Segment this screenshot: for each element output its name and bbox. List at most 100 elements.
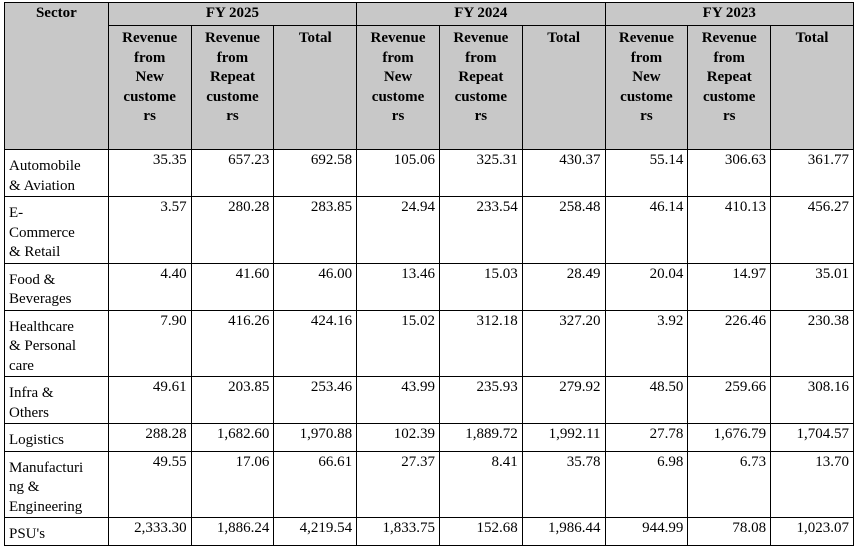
table-row: Healthcare & Personal care 7.90 416.26 424.16… <box>4 309 854 377</box>
total-cell: 430.37 <box>521 149 606 197</box>
text-line: Engineering <box>9 498 83 515</box>
fy-2025-new-customers-header: Revenue from New custome rs <box>107 25 192 150</box>
new-revenue-cell: 20.04 <box>604 262 689 311</box>
new-revenue-cell: 49.61 <box>107 376 192 424</box>
repeat-revenue-cell: 15.03 <box>438 262 523 311</box>
new-revenue-cell: 944.99 <box>604 517 689 546</box>
total-cell: 35.78 <box>521 450 606 518</box>
total-cell: 283.85 <box>273 196 358 264</box>
text-line: custome <box>206 88 259 105</box>
repeat-revenue-cell: 235.93 <box>438 376 523 424</box>
text-line: custome <box>371 88 425 105</box>
new-revenue-cell: 102.39 <box>356 423 440 452</box>
sector-name-cell: Healthcare & Personal care <box>4 309 109 377</box>
repeat-revenue-cell: 1,676.79 <box>687 423 772 452</box>
text-line: Repeat <box>209 69 255 86</box>
new-revenue-cell: 48.50 <box>604 376 689 424</box>
text-line: from <box>382 49 414 66</box>
text-line: Revenue <box>370 30 426 46</box>
new-revenue-cell: 24.94 <box>356 196 440 264</box>
text-line: from <box>133 49 166 66</box>
text-line: from <box>713 49 745 66</box>
repeat-revenue-cell: 306.63 <box>687 149 772 197</box>
repeat-revenue-cell: 259.66 <box>687 376 772 424</box>
total-cell: 46.00 <box>273 262 358 311</box>
new-revenue-cell: 4.40 <box>107 262 192 311</box>
text-line: Healthcare <box>9 318 74 335</box>
text-line: custome <box>123 88 176 105</box>
new-revenue-cell: 55.14 <box>604 149 689 197</box>
repeat-revenue-cell: 152.68 <box>438 517 523 546</box>
text-line: from <box>465 49 497 66</box>
text-line: PSU's <box>9 526 46 542</box>
repeat-revenue-cell: 41.60 <box>190 262 275 311</box>
text-line: custome <box>702 88 756 105</box>
text-line: New <box>632 69 661 86</box>
text-line: Logistics <box>9 432 64 448</box>
table-row: PSU's 2,333.30 1,886.24 4,219.54 1,833.75 152… <box>4 517 854 546</box>
total-cell: 230.38 <box>770 309 854 377</box>
fy-2024-header: FY 2024 <box>356 2 606 26</box>
revenue-table-container: Sector FY 2025 FY 2024 FY 2023 Revenue fr… <box>4 2 854 546</box>
sector-name-cell: PSU's <box>4 517 109 546</box>
table-row: Logistics 288.28 1,682.60 1,970.88 102.39 1,8… <box>4 423 854 452</box>
repeat-revenue-cell: 416.26 <box>190 309 275 377</box>
sector-name-cell: Infra & Others <box>4 376 109 424</box>
repeat-revenue-cell: 325.31 <box>438 149 523 197</box>
repeat-revenue-cell: 78.08 <box>687 517 772 546</box>
sector-name-cell: Food & Beverages <box>4 262 109 311</box>
new-revenue-cell: 13.46 <box>356 262 440 311</box>
total-cell: 1,970.88 <box>273 423 358 452</box>
sector-name-cell: Automobile & Aviation <box>4 149 109 197</box>
new-revenue-cell: 1,833.75 <box>356 517 440 546</box>
total-cell: 4,219.54 <box>273 517 358 546</box>
text-line: Repeat <box>706 69 752 86</box>
total-cell: 1,992.11 <box>521 423 606 452</box>
text-line: Repeat <box>458 69 504 86</box>
repeat-revenue-cell: 203.85 <box>190 376 275 424</box>
table-header: Sector FY 2025 FY 2024 FY 2023 Revenue fr… <box>4 2 854 150</box>
fy-2024-repeat-customers-header: Revenue from Repeat custome rs <box>438 25 523 150</box>
text-line: Others <box>9 404 49 421</box>
total-cell: 28.49 <box>521 262 606 311</box>
text-line: Revenue <box>701 30 757 46</box>
repeat-revenue-cell: 17.06 <box>190 450 275 518</box>
text-line: Food & <box>9 271 56 288</box>
fiscal-year-header-row: Sector FY 2025 FY 2024 FY 2023 <box>4 2 854 150</box>
text-line: & Personal <box>9 338 77 354</box>
total-cell: 456.27 <box>770 196 854 264</box>
fy-2025-repeat-customers-header: Revenue from Repeat custome rs <box>190 25 275 150</box>
total-cell: 1,023.07 <box>770 517 854 546</box>
new-revenue-cell: 7.90 <box>107 309 192 377</box>
sector-name-cell: E- Commerce & Retail <box>4 196 109 264</box>
revenue-by-sector-table: Sector FY 2025 FY 2024 FY 2023 Revenue fr… <box>4 2 854 546</box>
text-line: rs <box>143 108 156 125</box>
text-line: Commerce <box>9 224 75 241</box>
fy-2023-total-header: Total <box>770 25 854 150</box>
text-line: rs <box>722 108 736 125</box>
new-revenue-cell: 15.02 <box>356 309 440 377</box>
fy-2025-header: FY 2025 <box>107 2 358 26</box>
text-line: Infra & <box>9 385 54 401</box>
text-line: rs <box>226 108 239 125</box>
total-cell: 424.16 <box>273 309 358 377</box>
text-line: rs <box>391 108 405 125</box>
repeat-revenue-cell: 6.73 <box>687 450 772 518</box>
repeat-revenue-cell: 657.23 <box>190 149 275 197</box>
fy-2023-repeat-customers-header: Revenue from Repeat custome rs <box>687 25 772 150</box>
total-cell: 66.61 <box>273 450 358 518</box>
total-cell: 258.48 <box>521 196 606 264</box>
repeat-revenue-cell: 410.13 <box>687 196 772 264</box>
new-revenue-cell: 2,333.30 <box>107 517 192 546</box>
total-cell: 361.77 <box>770 149 854 197</box>
text-line: Revenue <box>453 30 509 46</box>
total-cell: 253.46 <box>273 376 358 424</box>
text-line: New <box>135 69 164 86</box>
total-cell: 327.20 <box>521 309 606 377</box>
text-line: Revenue <box>204 30 260 46</box>
text-line: E- <box>9 205 24 221</box>
text-line: rs <box>640 108 653 125</box>
new-revenue-cell: 35.35 <box>107 149 192 197</box>
repeat-revenue-cell: 280.28 <box>190 196 275 264</box>
fy-2023-header: FY 2023 <box>604 2 854 26</box>
